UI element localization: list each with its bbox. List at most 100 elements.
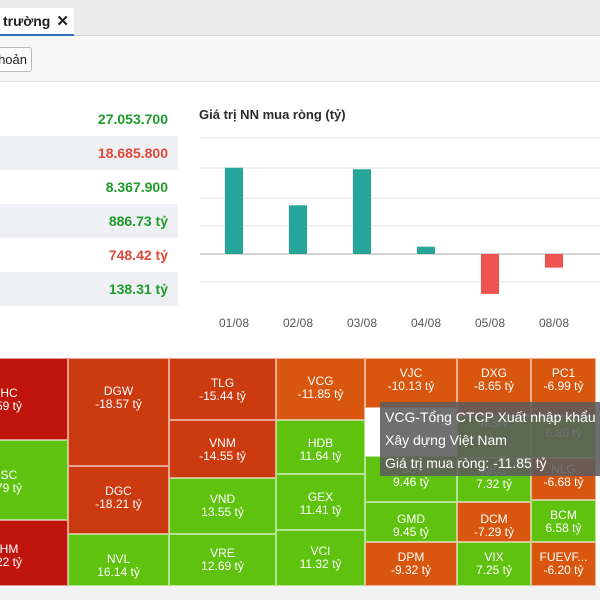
- tile-value: 22 tỷ: [0, 555, 22, 569]
- tile-code: VRE: [210, 546, 235, 560]
- treemap-tile[interactable]: FUEVF... -6.20 tỷ: [531, 542, 596, 586]
- chart-bar[interactable]: [289, 205, 307, 254]
- toolbar-button[interactable]: hoản: [0, 47, 32, 72]
- chart-title: Giá trị NN mua ròng (tỷ): [199, 107, 346, 122]
- stat-value: 18.685.800: [0, 136, 178, 170]
- tile-code: DXG: [480, 366, 507, 380]
- treemap-tile[interactable]: NVL 16.14 tỷ: [68, 534, 169, 586]
- tile-value: -15.44 tỷ: [199, 389, 246, 403]
- tile-value: -6.68 tỷ: [543, 475, 584, 489]
- tile-code: GMD: [397, 512, 425, 526]
- tile-code: GEX: [307, 490, 334, 504]
- tile-code: PC1: [551, 366, 576, 380]
- stats-table: 27.053.700 18.685.800 8.367.900 886.73 t…: [0, 102, 178, 306]
- tile-code: VCG: [307, 374, 334, 388]
- close-icon[interactable]: ✕: [56, 13, 69, 30]
- treemap-tile[interactable]: GEX 11.41 tỷ: [276, 474, 365, 530]
- treemap-tile[interactable]: VIX 7.25 tỷ: [457, 542, 531, 586]
- foreign-trading-panel: 27.053.700 18.685.800 8.367.900 886.73 t…: [0, 82, 600, 352]
- tile-value: 9.46 tỷ: [392, 475, 430, 489]
- tile-value: -10.13 tỷ: [387, 379, 435, 393]
- stat-value: 748.42 tỷ: [108, 247, 168, 263]
- x-tick-label: 01/08: [219, 316, 249, 330]
- tile-code: HDB: [307, 436, 334, 450]
- tile-value: 11.41 tỷ: [299, 503, 342, 517]
- chart-bar[interactable]: [225, 167, 243, 254]
- chart-bar[interactable]: [353, 169, 371, 254]
- tile-value: -7.29 tỷ: [473, 525, 515, 539]
- x-tick-label: 08/08: [539, 316, 569, 330]
- tooltip-company: VCG-Tổng CTCP Xuất nhập khẩu và: [385, 409, 600, 425]
- tile-value: 6.58 tỷ: [545, 521, 582, 535]
- tile-value: -18.57 tỷ: [95, 397, 142, 411]
- tooltip-value: Giá trị mua ròng: -11.85 tỷ: [385, 455, 547, 471]
- x-tick-label: 03/08: [347, 316, 377, 330]
- tile-value: 7.32 tỷ: [475, 477, 513, 491]
- treemap-tile[interactable]: GMD 9.45 tỷ: [365, 502, 457, 542]
- x-tick-label: 02/08: [283, 316, 313, 330]
- treemap-tile[interactable]: BCM 6.58 tỷ: [531, 500, 596, 542]
- tile-code: DPM: [397, 550, 425, 564]
- treemap-tile[interactable]: TLG -15.44 tỷ: [169, 358, 276, 420]
- chart-bar[interactable]: [545, 254, 563, 268]
- tile-value: 9.45 tỷ: [392, 525, 430, 539]
- tile-code: DCM: [480, 512, 508, 526]
- tile-value: 79 tỷ: [0, 481, 22, 495]
- treemap-tile[interactable]: VJC -10.13 tỷ: [365, 358, 457, 408]
- tile-value: -6.99 tỷ: [543, 379, 584, 393]
- stat-value: 138.31 tỷ: [0, 272, 178, 306]
- tile-code: HC: [0, 386, 18, 400]
- tile-code: DGW: [103, 384, 134, 398]
- tile-value: 7.25 tỷ: [475, 563, 513, 577]
- tile-code: VNM: [209, 436, 236, 450]
- tile-value: -9.32 tỷ: [390, 563, 432, 577]
- x-tick-label: 04/08: [411, 316, 441, 330]
- tile-value: -14.55 tỷ: [199, 449, 246, 463]
- treemap-tile[interactable]: HC59 tỷ: [0, 358, 68, 440]
- tile-code: FUEVF...: [539, 550, 588, 564]
- tile-code: VIX: [484, 550, 504, 564]
- treemap-tile[interactable]: VND 13.55 tỷ: [169, 478, 276, 534]
- tile-code: DGC: [105, 484, 132, 498]
- tooltip-company-cont: Xây dựng Việt Nam: [385, 432, 507, 448]
- tile-value: 11.64 tỷ: [299, 449, 342, 463]
- treemap-tile[interactable]: DPM -9.32 tỷ: [365, 542, 457, 586]
- treemap-tile[interactable]: DGC -18.21 tỷ: [68, 466, 169, 534]
- treemap-tile[interactable]: DGW -18.57 tỷ: [68, 358, 169, 466]
- treemap-tile[interactable]: HDB 11.64 tỷ: [276, 420, 365, 474]
- tile-code: VJC: [399, 366, 423, 380]
- treemap-tile[interactable]: HM22 tỷ: [0, 520, 68, 586]
- tile-value: 13.55 tỷ: [201, 505, 244, 519]
- tile-value: 11.32 tỷ: [299, 557, 342, 571]
- tile-code: BCM: [550, 508, 577, 522]
- tile-code: NVL: [106, 552, 131, 566]
- stat-value: 27.053.700: [97, 111, 168, 127]
- treemap-tile[interactable]: VCG -11.85 tỷ: [276, 358, 365, 420]
- scrollbar-track[interactable]: [0, 586, 600, 600]
- stat-value: 8.367.900: [105, 179, 168, 195]
- tile-code: VND: [209, 492, 236, 506]
- x-tick-label: 05/08: [475, 316, 505, 330]
- tab-label: trường: [3, 13, 51, 29]
- tile-code: SC: [0, 468, 18, 482]
- tab-bar: trường ✕: [0, 0, 600, 36]
- tile-value: 16.14 tỷ: [97, 565, 140, 579]
- treemap-tile[interactable]: SC79 tỷ: [0, 440, 68, 520]
- tile-value: -11.85 tỷ: [297, 387, 344, 401]
- treemap-tile[interactable]: DCM -7.29 tỷ: [457, 502, 531, 542]
- tile-code: HM: [0, 542, 19, 556]
- tile-value: -18.21 tỷ: [95, 497, 142, 511]
- tab-market[interactable]: trường ✕: [0, 8, 74, 36]
- tile-value: 59 tỷ: [0, 399, 22, 413]
- treemap-tooltip: VCG-Tổng CTCP Xuất nhập khẩu và Xây dựng…: [380, 402, 600, 476]
- tile-value: -8.65 tỷ: [473, 379, 515, 393]
- treemap-tile[interactable]: VRE 12.69 tỷ: [169, 534, 276, 586]
- tile-code: VCI: [310, 544, 331, 558]
- tile-code: TLG: [210, 376, 235, 390]
- treemap-tile[interactable]: VCI 11.32 tỷ: [276, 530, 365, 586]
- chart-bar[interactable]: [417, 246, 435, 254]
- chart-bar[interactable]: [481, 254, 499, 294]
- treemap-tile[interactable]: VNM -14.55 tỷ: [169, 420, 276, 478]
- stat-value: 886.73 tỷ: [0, 204, 178, 238]
- tile-value: -6.20 tỷ: [543, 563, 584, 577]
